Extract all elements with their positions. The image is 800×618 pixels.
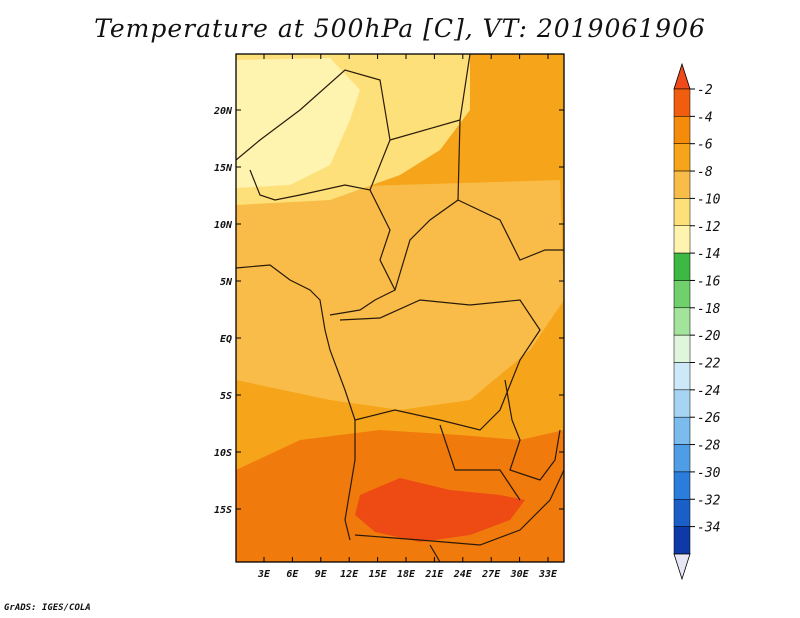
colorbar-cell <box>673 499 691 527</box>
colorbar-label: -2 <box>697 83 713 98</box>
lat-tick-label: 15N <box>214 163 233 174</box>
colorbar-cell <box>673 280 691 309</box>
colorbar-label: -32 <box>697 493 721 508</box>
colorbar-top-triangle <box>673 62 691 90</box>
border-east2 <box>429 424 521 562</box>
colorbar-cell <box>673 389 691 418</box>
lat-tick-label: EQ <box>220 334 232 345</box>
colorbar-label: -6 <box>697 138 713 153</box>
lat-tick-label: 10N <box>214 220 233 231</box>
colorbar-label: -8 <box>697 165 713 180</box>
colorbar-cell <box>673 116 691 144</box>
lon-tick-label: 24E <box>453 569 473 580</box>
colorbar-label: -16 <box>697 274 721 289</box>
colorbar-cell <box>673 143 691 172</box>
lon-axis: 3E 6E 9E 12E 15E 18E 21E 24E 27E 30E 33E <box>257 54 558 580</box>
colorbar-label: -22 <box>697 357 721 372</box>
colorbar-label: -24 <box>697 384 720 399</box>
colorbar-cell <box>673 88 691 117</box>
border-north <box>236 69 391 201</box>
lon-tick-label: 21E <box>424 569 444 580</box>
colorbar-cell <box>673 416 691 445</box>
colorbar-cell <box>673 307 691 336</box>
colorbar-cell <box>673 252 691 281</box>
lat-tick-label: 20N <box>213 106 233 117</box>
lat-axis: 20N 15N 10N 5N EQ 5S 10S 15S <box>213 106 564 516</box>
colorbar-label: -28 <box>697 439 721 454</box>
lon-tick-label: 33E <box>538 569 558 580</box>
colorbar-label: -4 <box>697 110 713 125</box>
border-congo <box>339 299 541 541</box>
lon-tick-label: 3E <box>257 569 271 580</box>
temperature-field <box>236 54 564 562</box>
lat-tick-label: 10S <box>214 448 232 459</box>
lon-tick-label: 30E <box>510 569 530 580</box>
map-frame <box>235 53 565 563</box>
field-band-m2-0 <box>355 478 525 542</box>
colorbar-cell <box>673 526 691 555</box>
lon-tick-label: 6E <box>286 569 299 580</box>
colorbar-bottom-triangle <box>673 553 691 581</box>
colorbar-label: -12 <box>697 220 721 235</box>
colorbar-cell <box>673 362 691 391</box>
colorbar-label: -20 <box>697 329 721 344</box>
colorbar-label: -30 <box>697 466 721 481</box>
chart-title: Temperature at 500hPa [C], VT: 201906190… <box>94 14 706 43</box>
colorbar-label: -10 <box>697 192 721 207</box>
country-borders <box>236 54 564 562</box>
lon-tick-label: 9E <box>315 569 328 580</box>
border-coast <box>236 264 356 421</box>
border-lakes <box>504 379 561 481</box>
colorbar-label: -14 <box>697 247 720 262</box>
colorbar-label: -18 <box>697 302 721 317</box>
lat-tick-label: 5S <box>220 391 232 402</box>
border-east <box>389 54 564 291</box>
lat-tick-label: 15S <box>214 505 232 516</box>
colorbar-cell <box>673 444 691 473</box>
border-south <box>354 469 564 546</box>
lat-tick-label: 5N <box>220 277 233 288</box>
field-band-m8-m6 <box>236 180 564 410</box>
field-band-m12-m10 <box>236 58 360 188</box>
colorbar-cell <box>673 334 691 363</box>
footer-credit: GrADS: IGES/COLA <box>4 603 91 613</box>
lon-tick-label: 27E <box>481 569 501 580</box>
colorbar-label: -34 <box>697 521 720 536</box>
colorbar: -2 -4 -6 -8 -10 -12 -14 -16 -18 -20 -22 -24 -26 -28 -3… <box>673 62 721 581</box>
colorbar-cell <box>673 198 691 226</box>
colorbar-cell <box>673 225 691 254</box>
lon-tick-label: 15E <box>369 569 388 580</box>
lon-tick-label: 12E <box>340 569 359 580</box>
colorbar-label: -26 <box>697 411 721 426</box>
colorbar-cell <box>673 471 691 500</box>
lon-tick-label: 18E <box>397 569 416 580</box>
colorbar-cell <box>673 170 691 199</box>
